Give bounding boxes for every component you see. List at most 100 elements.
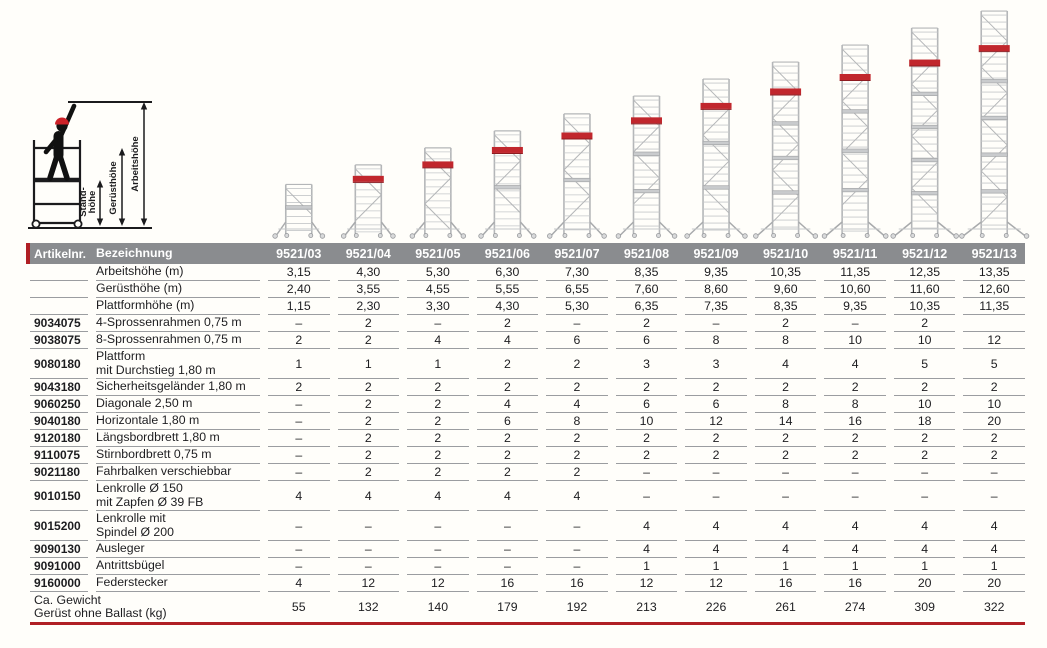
cell-value: 13,35 bbox=[963, 264, 1025, 281]
cell-value: 4,30 bbox=[337, 264, 400, 281]
table-row: Arbeitshöhe (m) 3,15 4,30 5,30 6,30 7,30 8,35 9… bbox=[30, 264, 1025, 281]
cell-value: 4 bbox=[963, 511, 1025, 541]
cell-value: 2 bbox=[407, 430, 469, 447]
model-header: 9521/09 bbox=[693, 247, 739, 261]
cell-value: 11,60 bbox=[893, 281, 956, 298]
cell-value: – bbox=[268, 558, 330, 575]
row-bezeichnung: Arbeitshöhe (m) bbox=[96, 264, 260, 281]
cell-value: – bbox=[824, 464, 886, 481]
row-artikelnr: 9120180 bbox=[30, 430, 88, 447]
cell-value: – bbox=[754, 481, 817, 511]
arrowheads bbox=[96, 102, 148, 226]
row-artikelnr: 9040180 bbox=[30, 413, 88, 430]
cell-value: 14 bbox=[754, 413, 817, 430]
model-header: 9521/03 bbox=[276, 247, 322, 261]
cell-value: 4 bbox=[754, 349, 817, 379]
footer-value: 132 bbox=[358, 600, 379, 614]
arbeitshoehe-label: Arbeitshöhe bbox=[130, 136, 141, 191]
footer-value: 213 bbox=[636, 600, 657, 614]
model-header: 9521/08 bbox=[623, 247, 670, 261]
cell-value: 1 bbox=[615, 558, 678, 575]
row-bezeichnung: Sicherheitsgeländer 1,80 m bbox=[96, 379, 260, 396]
cell-value: 4 bbox=[685, 511, 747, 541]
cell-value: 9,35 bbox=[824, 298, 886, 315]
cell-value: – bbox=[963, 464, 1025, 481]
cell-value: 2 bbox=[893, 379, 956, 396]
cell-value: 6,55 bbox=[546, 281, 608, 298]
cell-value: 20 bbox=[963, 413, 1025, 430]
table-row: Gerüsthöhe (m) 2,40 3,55 4,55 5,55 6,55 7,60 8,… bbox=[30, 281, 1025, 298]
cell-value: 2 bbox=[824, 430, 886, 447]
footer-value: 226 bbox=[705, 600, 727, 614]
cell-value: – bbox=[407, 541, 469, 558]
cell-value: 8 bbox=[685, 332, 747, 349]
cell-value: 10,35 bbox=[893, 298, 956, 315]
cell-value: 4 bbox=[407, 332, 469, 349]
cell-value: 10 bbox=[893, 332, 956, 349]
cell-value: 2,40 bbox=[268, 281, 330, 298]
cell-value: 2 bbox=[754, 379, 817, 396]
cell-value: 6 bbox=[476, 413, 539, 430]
cell-value: 10 bbox=[893, 396, 956, 413]
cell-value: 8 bbox=[754, 396, 817, 413]
cell-value: – bbox=[546, 315, 608, 332]
footer-value: 140 bbox=[427, 600, 449, 614]
cell-value: 20 bbox=[963, 575, 1025, 592]
cell-value: 18 bbox=[893, 413, 956, 430]
cell-value: 8,60 bbox=[685, 281, 747, 298]
row-bezeichnung: Antrittsbügel bbox=[96, 558, 260, 575]
cell-value: 4 bbox=[476, 481, 539, 511]
cell-value: 12 bbox=[615, 575, 678, 592]
row-bezeichnung: Horizontale 1,80 m bbox=[96, 413, 260, 430]
cell-value: – bbox=[685, 464, 747, 481]
row-bezeichnung: Gerüsthöhe (m) bbox=[96, 281, 260, 298]
cell-value: 16 bbox=[476, 575, 539, 592]
cell-value: 2 bbox=[546, 379, 608, 396]
cell-value: 10,60 bbox=[824, 281, 886, 298]
row-bezeichnung: Lenkrolle Ø 150 mit Zapfen Ø 39 FB bbox=[96, 481, 260, 511]
row-artikelnr: 9060250 bbox=[30, 396, 88, 413]
row-artikelnr: 9080180 bbox=[30, 349, 88, 379]
cell-value: 2 bbox=[337, 379, 400, 396]
cell-value: – bbox=[268, 447, 330, 464]
table-row: 9160000 Federstecker 4 12 12 16 16 12 12 16 16 20 20 bbox=[30, 575, 1025, 592]
standhoehe-label: höhe bbox=[87, 191, 98, 214]
cell-value bbox=[963, 315, 1025, 332]
cell-value: 1,15 bbox=[268, 298, 330, 315]
model-header: 9521/11 bbox=[832, 247, 878, 261]
cell-value: 2 bbox=[337, 447, 400, 464]
cell-value: 1 bbox=[893, 558, 956, 575]
cell-value: 4 bbox=[268, 481, 330, 511]
row-bezeichnung: Federstecker bbox=[96, 575, 260, 592]
cell-value: 7,30 bbox=[546, 264, 608, 281]
cell-value: 2 bbox=[685, 379, 747, 396]
cell-value: – bbox=[268, 430, 330, 447]
cell-value: 2 bbox=[546, 349, 608, 379]
cell-value: 4 bbox=[546, 396, 608, 413]
table-row: Plattformhöhe (m) 1,15 2,30 3,30 4,30 5,30 6,3… bbox=[30, 298, 1025, 315]
row-artikelnr: 9010150 bbox=[30, 481, 88, 511]
cell-value: 3,55 bbox=[337, 281, 400, 298]
scaffold-sketch bbox=[32, 140, 82, 225]
spec-table: Artikelnr. Bezeichnung 9521/03 9521/04 952… bbox=[26, 243, 1025, 625]
table-body: Arbeitshöhe (m) 3,15 4,30 5,30 6,30 7,30 8,35 9… bbox=[30, 264, 1025, 592]
cell-value: – bbox=[268, 541, 330, 558]
cell-value: 11,35 bbox=[963, 298, 1025, 315]
cell-value: – bbox=[268, 396, 330, 413]
cell-value: – bbox=[268, 413, 330, 430]
row-bezeichnung: 8-Sprossenrahmen 0,75 m bbox=[96, 332, 260, 349]
cell-value: 6,35 bbox=[615, 298, 678, 315]
cell-value: 1 bbox=[754, 558, 817, 575]
cell-value: – bbox=[337, 511, 400, 541]
cell-value: 7,35 bbox=[685, 298, 747, 315]
cell-value: 2 bbox=[476, 464, 539, 481]
row-artikelnr: 9038075 bbox=[30, 332, 88, 349]
cell-value: 2 bbox=[337, 396, 400, 413]
cell-value: 12 bbox=[685, 575, 747, 592]
table-row: 9034075 4-Sprossenrahmen 0,75 m –2–2–2–2–2 bbox=[30, 315, 1025, 332]
row-artikelnr: 9091000 bbox=[30, 558, 88, 575]
cell-value: 10 bbox=[615, 413, 678, 430]
cell-value: 2 bbox=[337, 332, 400, 349]
cell-value: 5,30 bbox=[546, 298, 608, 315]
cell-value: 2 bbox=[268, 332, 330, 349]
